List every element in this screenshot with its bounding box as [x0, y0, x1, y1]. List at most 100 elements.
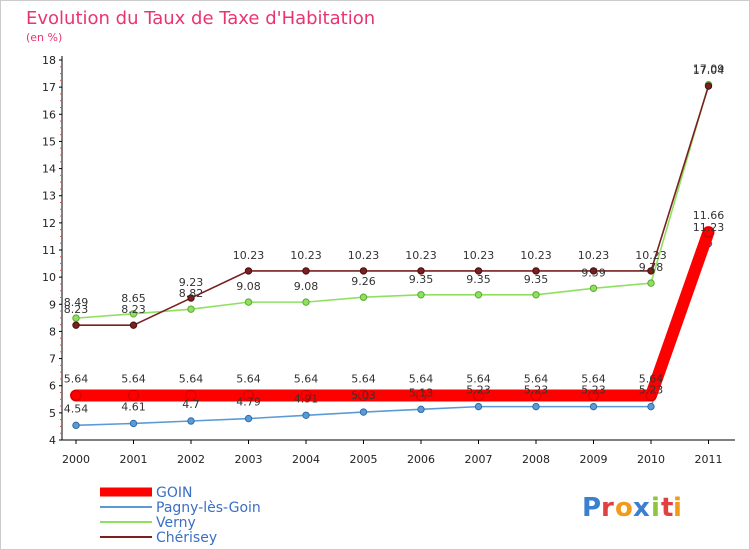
data-point: [129, 419, 138, 428]
series-line-0: [70, 226, 715, 402]
y-tick-label: 8: [49, 325, 56, 338]
data-point: [302, 267, 310, 275]
y-tick-label: 15: [42, 135, 56, 148]
data-label: 10.23: [290, 249, 322, 262]
data-point: [474, 402, 483, 411]
data-point: [72, 421, 80, 430]
x-tick-label: 2000: [62, 453, 90, 466]
data-label: 10.23: [463, 249, 495, 262]
data-label: 8.82: [179, 287, 204, 300]
data-label: 8.23: [64, 303, 89, 316]
data-label: 5.64: [236, 372, 261, 385]
y-tick-label: 10: [42, 271, 56, 284]
data-point: [588, 389, 599, 401]
data-label: 5.64: [639, 372, 664, 385]
chart-subtitle: (en %): [26, 31, 62, 44]
data-label: 5.64: [581, 372, 606, 385]
data-point: [72, 314, 80, 322]
data-label: 5.23: [639, 384, 664, 397]
data-point: [417, 405, 425, 414]
x-tick-label: 2006: [407, 453, 435, 466]
data-point: [474, 267, 483, 275]
x-tick-label: 2004: [292, 453, 320, 466]
data-point: [589, 267, 598, 275]
data-label: 5.23: [524, 384, 549, 397]
data-point: [302, 411, 310, 419]
series-line-3: [75, 85, 710, 326]
legend-entry: Pagny-lès-Goin: [156, 500, 261, 516]
logo-letter: x: [633, 493, 650, 523]
data-point: [243, 389, 254, 401]
data-label: 5.64: [179, 372, 204, 385]
y-tick-label: 4: [49, 434, 56, 447]
data-point: [530, 389, 542, 401]
legend-entry: Chérisey: [156, 530, 217, 546]
data-label: 17.04: [693, 64, 725, 77]
data-label: 5.64: [409, 372, 434, 385]
data-label: 8.23: [121, 303, 146, 316]
y-tick-label: 14: [42, 163, 56, 176]
y-tick-label: 6: [49, 380, 56, 393]
data-label: 10.23: [233, 249, 265, 262]
y-tick-label: 11: [42, 244, 56, 257]
data-label: 10.23: [405, 249, 437, 262]
series-line-2: [75, 83, 710, 319]
data-point: [244, 298, 253, 306]
data-label: 10.23: [348, 249, 380, 262]
data-point: [473, 389, 484, 401]
y-tick-label: 18: [42, 54, 56, 67]
y-tick-label: 13: [42, 190, 56, 203]
data-point: [129, 310, 138, 318]
data-label: 5.13: [409, 386, 434, 399]
logo-letter: t: [661, 493, 673, 523]
data-label: 9.08: [236, 280, 261, 293]
x-tick-label: 2002: [177, 453, 205, 466]
chart-title: Evolution du Taux de Taxe d'Habitation: [26, 8, 375, 29]
data-label: 10.23: [635, 249, 667, 262]
data-point: [185, 389, 197, 401]
y-tick-label: 9: [49, 298, 56, 311]
data-point: [72, 321, 80, 329]
logo-letter: o: [615, 493, 633, 523]
data-label: 5.64: [466, 372, 491, 385]
data-label: 5.64: [351, 372, 376, 385]
data-point: [128, 389, 139, 401]
data-point: [70, 389, 82, 401]
data-point: [704, 82, 713, 90]
data-point: [244, 414, 253, 423]
data-label: 11.66: [693, 209, 725, 222]
y-tick-label: 5: [49, 407, 56, 420]
data-point: [415, 389, 427, 401]
data-point: [532, 402, 540, 411]
data-point: [359, 267, 368, 275]
data-point: [129, 321, 138, 329]
data-point: [589, 402, 598, 411]
data-label: 9.26: [351, 275, 376, 288]
data-label: 5.23: [466, 384, 491, 397]
data-label: 9.78: [639, 261, 664, 274]
data-label: 4.61: [121, 400, 146, 413]
logo-letter: i: [651, 493, 660, 523]
data-point: [187, 294, 195, 302]
data-point: [647, 267, 655, 275]
data-point: [645, 389, 657, 401]
y-tick-label: 12: [42, 217, 56, 230]
data-label: 5.23: [581, 384, 606, 397]
data-label: 10.23: [520, 249, 552, 262]
series-line-1: [75, 242, 710, 427]
x-tick-label: 2003: [235, 453, 263, 466]
data-label: 5.64: [524, 372, 549, 385]
logo-letter: r: [601, 493, 614, 523]
legend-entry: Verny: [156, 515, 196, 531]
x-tick-label: 2008: [522, 453, 550, 466]
data-label: 9.35: [409, 273, 434, 286]
data-label: 5.03: [351, 389, 376, 402]
data-point: [359, 293, 368, 301]
x-tick-label: 2001: [120, 453, 148, 466]
logo-letter: i: [673, 493, 682, 523]
